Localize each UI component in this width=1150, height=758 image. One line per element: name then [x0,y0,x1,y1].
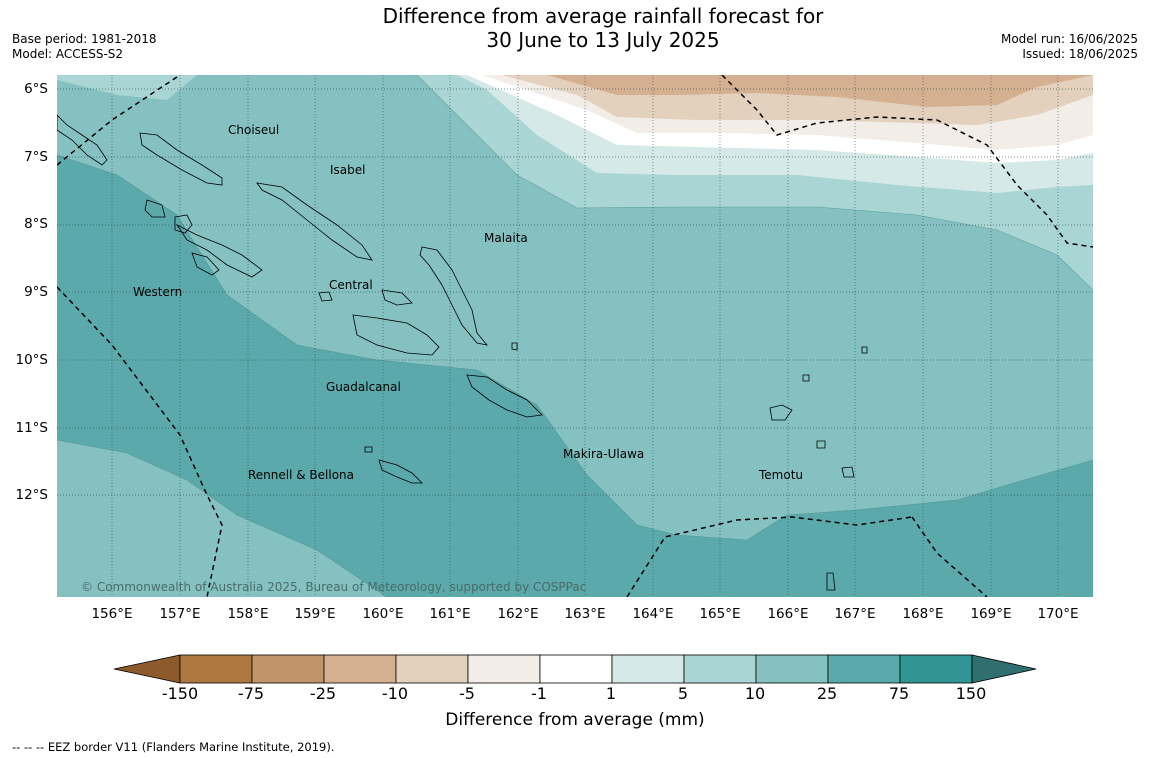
lon-label-156e: 156°E [91,606,133,622]
island-reef-islands [802,374,810,382]
colorbar-segment [251,654,325,684]
colorbar-tick-6: 1 [605,684,617,703]
colorbar-segment [755,654,829,684]
region-label-guadalcanal: Guadalcanal [326,380,401,394]
lon-label-157e: 157°E [159,606,201,622]
band--25--10 [547,75,1093,107]
colorbar-segment [683,654,757,684]
model-run: Model run: 16/06/2025 [1000,32,1138,46]
island-isabel [256,182,373,261]
colorbar-tick-5: -1 [531,684,547,703]
colorbar-segment [395,654,469,684]
lat-label-8s: 8°S [24,216,48,232]
island-ulawa [511,342,518,351]
island-makira [466,374,543,418]
region-label-rennell-bellona: Rennell & Bellona [248,468,355,482]
base-period: Base period: 1981-2018 [12,32,157,46]
copyright-notice: © Commonwealth of Australia 2025, Bureau… [81,580,587,594]
lon-label-161e: 161°E [429,606,471,622]
lon-label-160e: 160°E [362,606,404,622]
lat-label-12s: 12°S [15,487,49,503]
band-25-75 [57,155,1093,597]
colorbar-segment [467,654,541,684]
colorbar-segment [539,654,613,684]
colorbar-segment [323,654,397,684]
lat-label-9s: 9°S [24,284,48,300]
contour-lines [57,75,1093,597]
contour-fills [57,75,1093,597]
colorbar-tick-3: -10 [381,684,409,703]
island-rennell [378,459,423,484]
island-choiseul [139,132,223,186]
colorbar-tick-11: 150 [955,684,987,703]
lon-label-163e: 163°E [564,606,606,622]
eez-borders [57,75,1093,597]
colorbar-title: Difference from average (mm) [445,710,705,730]
grid [57,75,1093,597]
colorbar-segment [611,654,685,684]
rainfall-map [57,75,1093,597]
lon-label-169e: 169°E [970,606,1012,622]
colorbar-tick-10: 75 [888,684,910,703]
island-malaita [419,246,489,346]
lon-label-168e: 168°E [902,606,944,622]
band-10-25-bottomleft [57,440,387,597]
island-savo [318,291,333,302]
island-florida [381,289,413,306]
island-kolombangara [174,214,193,234]
issued-date: Issued: 18/06/2025 [1022,47,1138,61]
region-label-choiseul: Choiseul [228,123,280,137]
island-tikopia [826,572,836,591]
lon-label-164e: 164°E [632,606,674,622]
colorbar-extend-low [113,654,181,684]
band-5-10-topleft [57,75,197,100]
region-label-makira-ulawa: Makira-Ulawa [563,447,645,461]
island-vella-lavella [144,199,166,218]
colorbar-tick-0: -150 [161,684,199,703]
island-vanikoro [841,466,855,478]
lat-label-7s: 7°S [24,149,48,165]
lat-label-10s: 10°S [15,352,49,368]
colorbar [113,654,1037,684]
lon-label-165e: 165°E [699,606,741,622]
lon-label-167e: 167°E [834,606,876,622]
lon-label-162e: 162°E [497,606,539,622]
island-utupua [816,440,826,449]
colorbar-tick-1: -75 [237,684,265,703]
region-label-western: Western [133,285,183,299]
colorbar-segment [899,654,973,684]
island-new-georgia [175,223,263,278]
colorbar-tick-9: 25 [816,684,838,703]
eez-border-legend: -- -- -- EEZ border V11 (Flanders Marine… [12,740,335,754]
lon-label-159e: 159°E [294,606,336,622]
lon-label-170e: 170°E [1037,606,1079,622]
islands [57,114,868,591]
island-bougainville [57,114,108,166]
region-label-temotu: Temotu [759,468,804,482]
colorbar-tick-8: 10 [744,684,766,703]
island-santa-cruz [769,404,793,421]
region-label-central: Central [329,278,373,292]
colorbar-segment [179,654,253,684]
colorbar-segment [827,654,901,684]
lon-label-158e: 158°E [227,606,269,622]
lat-label-6s: 6°S [24,81,48,97]
chart-title-line2: 30 June to 13 July 2025 [486,28,720,52]
region-label-isabel: Isabel [330,163,366,177]
region-label-malaita: Malaita [484,231,528,245]
lon-label-166e: 166°E [767,606,809,622]
colorbar-extend-high [971,654,1037,684]
lat-label-11s: 11°S [15,420,49,436]
island-guadalcanal [352,314,440,356]
island-ontong-java-sm [861,346,868,354]
island-bellona [364,446,373,453]
chart-title-line1: Difference from average rainfall forecas… [382,4,824,28]
colorbar-tick-2: -25 [309,684,337,703]
island-rendova [191,252,220,276]
colorbar-tick-7: 5 [677,684,689,703]
model-name: Model: ACCESS-S2 [12,47,124,61]
colorbar-tick-4: -5 [459,684,475,703]
